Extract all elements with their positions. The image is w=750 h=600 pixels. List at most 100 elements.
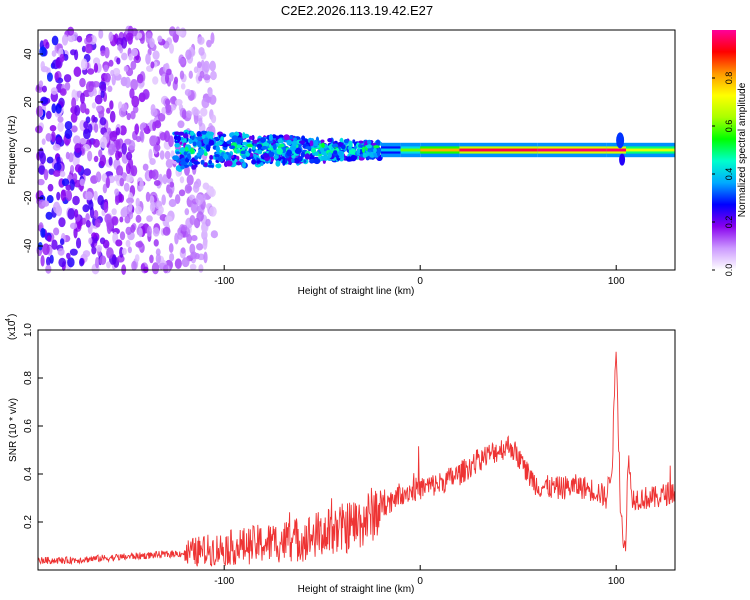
spectrogram-noise-blob xyxy=(168,199,177,208)
spectrogram-noise-blob xyxy=(41,85,47,93)
spectrogram-noise-blob xyxy=(58,257,67,268)
spectrogram-band-blob xyxy=(262,152,270,159)
spectrogram-band-blob xyxy=(260,137,266,143)
spectrogram-noise-blob xyxy=(181,257,190,268)
spectrogram-noise-blob xyxy=(93,209,99,219)
spectrogram-noise-blob xyxy=(109,100,114,110)
spectrogram-noise-blob xyxy=(196,61,202,69)
spectrogram-noise-blob xyxy=(69,248,78,256)
spectrogram-noise-blob xyxy=(150,135,158,144)
spectrogram-noise-blob xyxy=(88,200,94,211)
spectrogram-noise-blob xyxy=(180,247,186,254)
spectrogram-band-blob xyxy=(244,145,249,150)
spectrogram-noise-blob xyxy=(108,31,114,42)
spectrogram-noise-blob xyxy=(202,62,209,71)
spectrogram-noise-blob xyxy=(152,50,160,60)
spectrogram-band-blob xyxy=(340,144,346,150)
spectrogram-noise-blob xyxy=(149,254,154,264)
spectrogram-noise-blob xyxy=(184,88,192,97)
spectrogram-noise-blob xyxy=(121,247,127,255)
spectrogram-band-blob xyxy=(333,150,338,154)
spectrogram-noise-blob xyxy=(149,195,155,204)
spectrogram-noise-blob xyxy=(114,195,120,206)
spectrogram-band-blob xyxy=(246,139,251,143)
spectrogram-band-blob xyxy=(246,143,253,148)
snr-marks xyxy=(37,351,676,567)
spectrogram-band-blob xyxy=(225,160,233,167)
spectrogram-noise-blob xyxy=(152,227,160,237)
spectrogram-noise-blob xyxy=(119,231,126,241)
spectrogram-noise-blob xyxy=(127,246,133,254)
spectrogram-noise-blob xyxy=(57,121,64,133)
spectrogram-noise-blob xyxy=(40,96,49,105)
spectrogram-noise-blob xyxy=(210,114,217,124)
spectrogram-noise-blob xyxy=(100,90,105,99)
spectrogram-band-blob xyxy=(303,159,307,163)
spectrogram-noise-blob xyxy=(164,103,172,114)
spectrogram-noise-blob xyxy=(168,26,176,37)
spectrogram-noise-blob xyxy=(174,98,183,106)
spectrogram-band-blob xyxy=(183,129,190,135)
spectrogram-line-core xyxy=(626,148,675,152)
spectrogram-noise-blob xyxy=(118,193,125,203)
spectrogram-noise-blob xyxy=(99,154,107,167)
spectrogram-band-blob xyxy=(283,134,290,141)
spectrogram-noise-blob xyxy=(87,68,95,75)
spectrogram-noise-blob xyxy=(80,101,87,114)
spectrogram-noise-blob xyxy=(177,120,185,129)
spectrogram-band-blob xyxy=(373,147,377,154)
snr-frame xyxy=(37,329,676,571)
spectrogram-band-blob xyxy=(176,135,181,142)
spectrogram-noise-blob xyxy=(52,144,61,151)
spectrogram-noise-blob xyxy=(46,156,54,164)
spectrogram-noise-blob xyxy=(122,206,130,215)
spectrogram-band-blob xyxy=(208,139,215,146)
spectrogram-noise-blob xyxy=(202,239,208,250)
spectrogram-band-blob xyxy=(236,137,243,145)
spectrogram-noise-blob xyxy=(104,72,111,83)
spectrogram-noise-blob xyxy=(45,133,52,142)
spectrogram-noise-blob xyxy=(67,34,76,43)
spectrogram-noise-blob xyxy=(137,73,144,84)
spectrogram-noise-blob xyxy=(74,143,82,154)
spectrogram-noise-blob xyxy=(203,251,208,264)
spectrogram-noise-blob xyxy=(209,206,217,217)
colorbar-ticks: 0.0 0.2 0.4 0.6 0.8 xyxy=(712,72,734,276)
spectrogram-noise-blob xyxy=(114,174,120,182)
spectrogram-noise-blob xyxy=(159,150,165,160)
spectrogram-noise-blob xyxy=(106,261,111,269)
spectrogram-noise-blob xyxy=(141,122,147,129)
spectrogram-band-blob xyxy=(189,130,195,136)
spectrogram-band-blob xyxy=(183,137,187,143)
spectrogram-band-blob xyxy=(268,134,273,141)
spectrogram-noise-blob xyxy=(197,36,205,45)
spectrogram-noise-blob xyxy=(91,102,97,109)
spectrogram-band-blob xyxy=(373,145,380,149)
spectrogram-noise-blob xyxy=(111,208,117,216)
spectrogram-noise-blob xyxy=(124,138,132,145)
spectrogram-noise-blob xyxy=(98,110,105,119)
spectrogram-band-blob xyxy=(291,154,296,159)
spectrogram-noise-blob xyxy=(136,32,143,39)
spectrogram-noise-blob xyxy=(162,174,168,185)
spectrogram-noise-blob xyxy=(149,157,156,165)
spectrogram-band-blob xyxy=(298,140,306,145)
spectrogram-noise-blob xyxy=(153,179,161,187)
spectrogram-band-blob xyxy=(301,135,306,142)
spectrogram-noise-blob xyxy=(203,74,211,81)
spectrogram-noise-blob xyxy=(108,59,114,67)
spectrogram-band-blob xyxy=(235,161,242,166)
spectrogram-noise-blob xyxy=(131,95,140,108)
spectrogram-disturbance xyxy=(619,153,626,166)
colorbar-tick-label: 0.2 xyxy=(724,216,734,229)
spectrogram-noise-blob xyxy=(125,239,131,248)
snr-y-label: SNR (10 * v/v) xyxy=(8,398,19,462)
spectrogram-noise-blob xyxy=(119,216,124,223)
spectrogram-band-blob xyxy=(272,143,277,151)
spectrogram-noise-blob xyxy=(51,50,57,57)
spectrogram-noise-blob xyxy=(162,226,171,236)
spectrogram-noise-blob xyxy=(67,208,75,220)
spectrogram-band-blob xyxy=(187,153,191,160)
spectrogram-noise-blob xyxy=(178,189,186,197)
